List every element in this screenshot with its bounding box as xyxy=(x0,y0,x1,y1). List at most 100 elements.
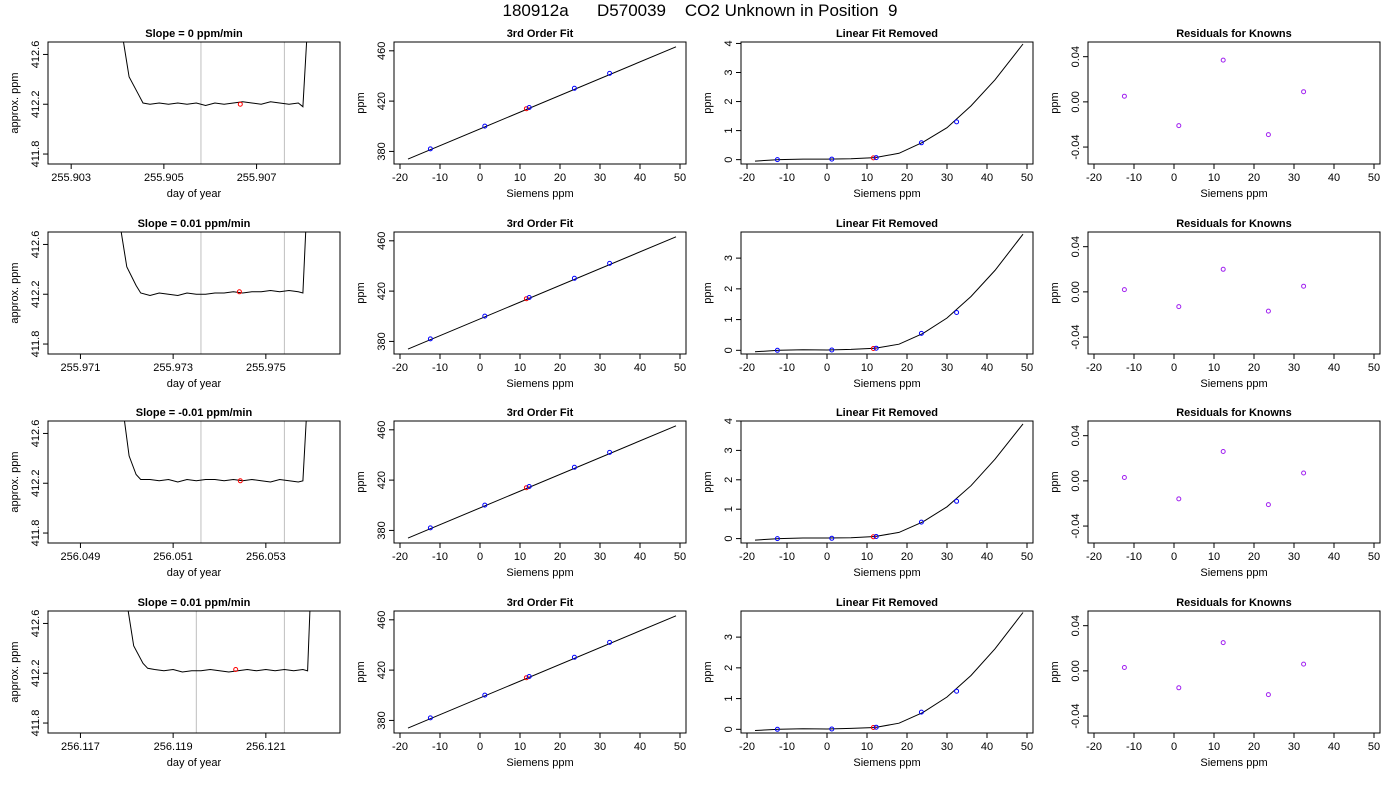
unknown-point xyxy=(523,675,529,681)
figure-title: 180912a D570039 CO2 Unknown in Position … xyxy=(502,1,898,20)
panel-title: Residuals for Knowns xyxy=(1176,407,1292,419)
plot-area xyxy=(127,611,311,673)
plot-frame xyxy=(1087,41,1381,165)
y-axis-label: approx. ppm xyxy=(9,72,21,133)
y-tick-label: 4 xyxy=(723,418,735,424)
unknown-point xyxy=(233,667,239,672)
plot-frame xyxy=(740,231,1034,355)
x-axis-label: Siemens ppm xyxy=(1200,567,1267,579)
x-tick-label: 40 xyxy=(1328,741,1340,753)
unknown-point xyxy=(870,534,876,540)
residual-point xyxy=(1121,93,1127,99)
y-tick-label: 1 xyxy=(723,506,735,512)
y-tick-label: 460 xyxy=(376,421,388,439)
known-point xyxy=(774,726,780,732)
y-tick-label: 420 xyxy=(376,471,388,489)
x-axis-label: Siemens ppm xyxy=(506,378,573,390)
y-tick-label: -0.04 xyxy=(1070,704,1082,729)
known-point xyxy=(918,709,924,715)
x-axis-label: day of year xyxy=(167,757,222,769)
y-axis-label: approx. ppm xyxy=(9,641,21,702)
y-tick-label: 0.04 xyxy=(1070,46,1082,67)
unknown-point xyxy=(523,296,529,302)
x-tick-label: 256.053 xyxy=(246,551,286,563)
known-point xyxy=(607,260,613,266)
known-point xyxy=(829,156,835,162)
x-tick-label: 20 xyxy=(1248,741,1260,753)
x-tick-label: 0 xyxy=(1171,362,1177,374)
x-tick-label: 30 xyxy=(1288,362,1300,374)
x-tick-label: 40 xyxy=(1328,551,1340,563)
y-axis-label: ppm xyxy=(702,661,714,682)
known-point xyxy=(954,119,960,125)
known-point xyxy=(571,275,577,281)
known-point xyxy=(526,484,532,489)
x-tick-label: 20 xyxy=(1248,172,1260,184)
x-tick-label: 30 xyxy=(941,362,953,374)
x-tick-label: 40 xyxy=(634,172,646,184)
x-tick-label: 30 xyxy=(1288,741,1300,753)
x-tick-label: -20 xyxy=(392,362,408,374)
known-point xyxy=(571,85,577,91)
y-tick-label: 3 xyxy=(723,255,735,261)
x-tick-label: 40 xyxy=(634,362,646,374)
panel-r3-c4: Residuals for Knowns -20 -10 0 10 20 30 40 50 -0.… xyxy=(1049,407,1381,579)
plot-area xyxy=(123,42,308,108)
x-tick-label: 0 xyxy=(824,172,830,184)
x-tick-label: 10 xyxy=(861,741,873,753)
known-point xyxy=(829,535,835,541)
y-tick-label: 380 xyxy=(376,711,388,729)
x-tick-label: 20 xyxy=(901,362,913,374)
plot-area xyxy=(1121,57,1307,138)
y-tick-label: 3 xyxy=(723,634,735,640)
panel-r4-c2: 3rd Order Fit -20 -10 0 10 20 30 40 50 380 420 460 S… xyxy=(355,597,687,769)
y-tick-label: 2 xyxy=(723,665,735,671)
x-tick-label: 20 xyxy=(554,741,566,753)
x-tick-label: -20 xyxy=(739,551,755,563)
y-axis-label: ppm xyxy=(355,282,367,303)
y-tick-label: 412.2 xyxy=(30,659,42,687)
x-tick-label: 10 xyxy=(514,551,526,563)
residual-point xyxy=(1121,665,1127,670)
fit-curve xyxy=(754,423,1024,541)
y-tick-label: 0.00 xyxy=(1070,470,1082,491)
panel-title: Linear Fit Removed xyxy=(836,218,938,230)
panel-r2-c3: Linear Fit Removed -20 -10 0 10 20 30 40 50 0 1 2 3 S… xyxy=(702,218,1034,390)
residual-point xyxy=(1265,132,1271,138)
known-point xyxy=(526,295,532,300)
panel-title: 3rd Order Fit xyxy=(507,597,574,609)
residual-point xyxy=(1176,304,1182,310)
known-point xyxy=(873,534,879,539)
x-tick-label: -20 xyxy=(1086,551,1102,563)
x-tick-label: 50 xyxy=(1368,362,1380,374)
y-tick-label: 412.2 xyxy=(30,280,42,308)
x-tick-label: 40 xyxy=(981,741,993,753)
plot-frame xyxy=(1087,420,1381,544)
series-line xyxy=(124,421,307,483)
known-point xyxy=(607,70,613,76)
x-tick-label: -10 xyxy=(432,362,448,374)
x-tick-label: 50 xyxy=(1368,741,1380,753)
y-tick-label: 411.8 xyxy=(30,141,42,168)
y-tick-label: 411.8 xyxy=(30,331,42,358)
y-tick-label: 420 xyxy=(376,282,388,300)
y-tick-label: 412.2 xyxy=(30,469,42,497)
y-tick-label: 0.00 xyxy=(1070,660,1082,681)
plot-frame xyxy=(740,610,1034,734)
panel-title: Residuals for Knowns xyxy=(1176,218,1292,230)
panel-r3-c1: Slope = -0.01 ppm/min 256.049 256.051 256.0… xyxy=(9,407,341,579)
residual-point xyxy=(1220,640,1226,646)
x-tick-label: -10 xyxy=(779,362,795,374)
x-tick-label: -20 xyxy=(392,551,408,563)
plot-area xyxy=(754,612,1024,732)
plot-area xyxy=(407,615,677,729)
x-axis-label: day of year xyxy=(167,378,222,390)
x-tick-label: 20 xyxy=(1248,362,1260,374)
x-tick-label: -10 xyxy=(779,172,795,184)
y-tick-label: 0.00 xyxy=(1070,91,1082,112)
x-axis-label: Siemens ppm xyxy=(1200,188,1267,200)
known-point xyxy=(918,140,924,146)
x-tick-label: 10 xyxy=(1208,172,1220,184)
plot-area xyxy=(1121,449,1307,508)
residual-point xyxy=(1265,692,1271,698)
